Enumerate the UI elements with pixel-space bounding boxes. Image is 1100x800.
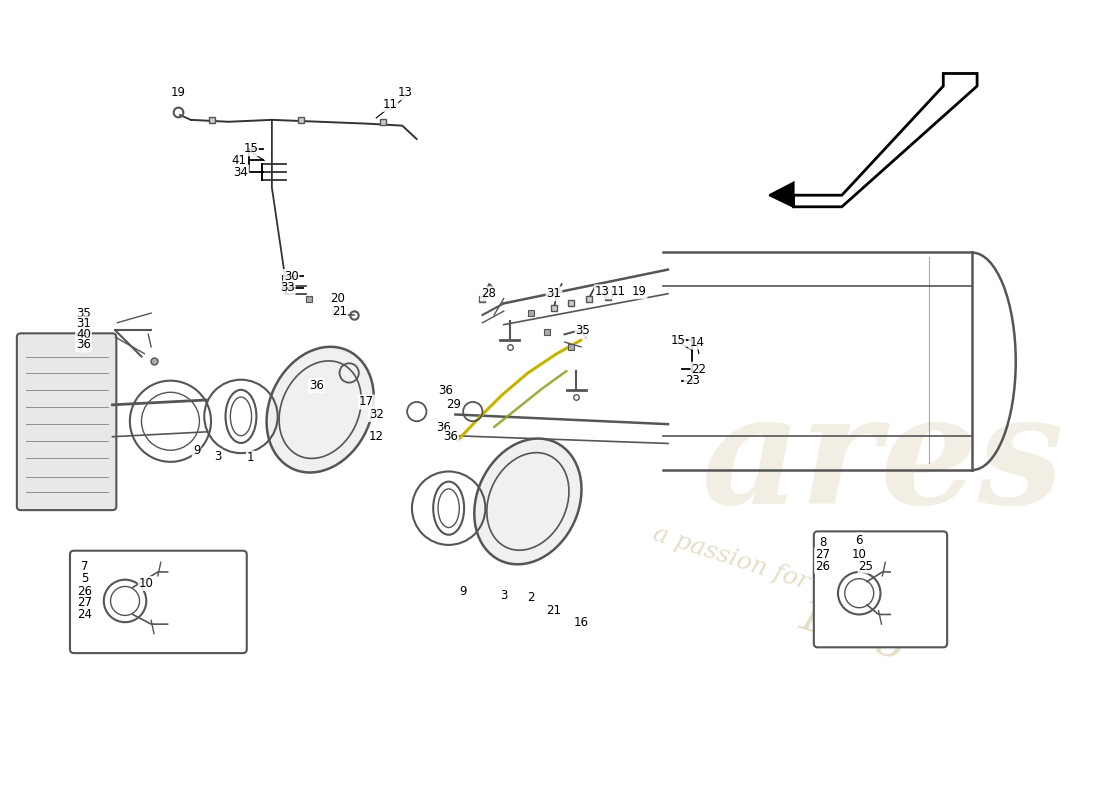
Text: 2: 2 [527,590,535,603]
Ellipse shape [266,346,374,473]
Text: 36: 36 [76,338,91,351]
Text: 21: 21 [332,305,346,318]
Text: 10: 10 [139,577,154,590]
Ellipse shape [474,438,582,564]
Text: 36: 36 [443,430,458,443]
Text: 40: 40 [76,328,91,341]
Text: 10: 10 [851,548,867,561]
Text: 5: 5 [80,572,88,586]
Text: 8: 8 [818,537,826,550]
Text: 15: 15 [243,142,258,155]
Text: 24: 24 [77,608,92,621]
Text: 33: 33 [280,282,295,294]
Text: 31: 31 [547,287,561,300]
Text: 1985: 1985 [791,594,912,670]
Text: 11: 11 [382,98,397,111]
Text: 27: 27 [77,596,92,610]
Text: 13: 13 [595,286,609,298]
Text: 16: 16 [573,616,588,629]
Text: 23: 23 [684,374,700,387]
Polygon shape [769,182,793,206]
Text: 11: 11 [610,286,625,298]
Text: 19: 19 [631,286,647,298]
FancyBboxPatch shape [814,531,947,647]
Text: 12: 12 [368,430,384,443]
Text: 31: 31 [76,317,91,330]
Text: ares: ares [702,387,1065,536]
Text: 27: 27 [815,548,830,561]
Text: 6: 6 [856,534,864,546]
Text: 32: 32 [368,408,384,421]
Text: 28: 28 [481,287,496,300]
Text: 9: 9 [192,444,200,457]
Text: 25: 25 [859,560,873,573]
Text: 9: 9 [460,585,466,598]
Text: 36: 36 [437,421,451,434]
Text: 35: 35 [76,306,91,319]
Text: 36: 36 [438,384,453,397]
Text: 20: 20 [330,292,345,305]
Text: 17: 17 [359,395,374,409]
Text: 3: 3 [214,450,221,462]
Text: 41: 41 [231,154,246,167]
Text: 13: 13 [398,86,412,99]
FancyBboxPatch shape [70,550,246,653]
Text: 34: 34 [233,166,249,178]
Text: a passion for parts: a passion for parts [650,522,882,618]
Text: 21: 21 [547,604,561,617]
Text: 26: 26 [815,560,830,573]
Text: 29: 29 [446,398,461,411]
Text: 1: 1 [246,451,254,465]
Text: 35: 35 [575,324,591,337]
Text: 15: 15 [670,334,685,346]
FancyBboxPatch shape [16,334,117,510]
Text: 36: 36 [309,379,323,392]
Text: 26: 26 [77,585,92,598]
Text: 22: 22 [692,362,706,375]
Text: 14: 14 [690,335,704,349]
Text: 7: 7 [80,560,88,573]
Polygon shape [793,74,977,206]
Text: 30: 30 [284,270,298,283]
Text: 3: 3 [500,589,507,602]
Text: 19: 19 [170,86,186,99]
